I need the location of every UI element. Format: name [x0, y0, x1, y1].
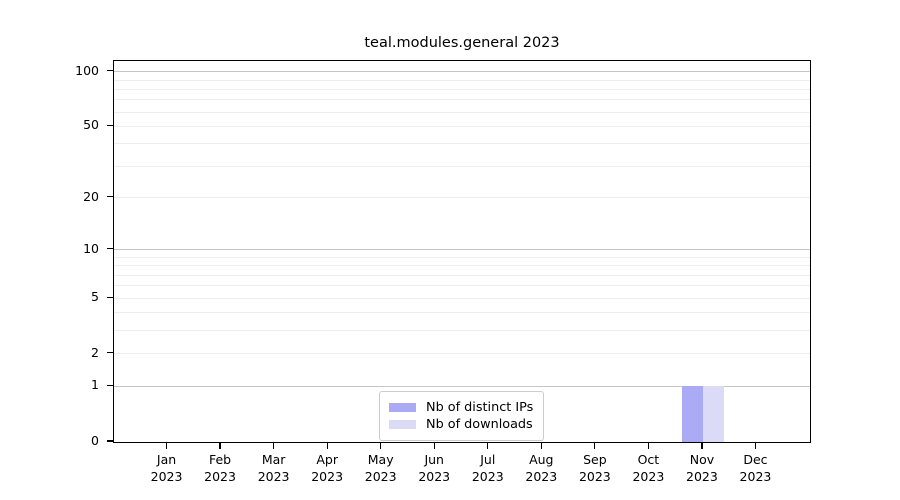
gridline-70	[114, 99, 810, 101]
x-tick-label-dec: Dec 2023	[739, 452, 772, 484]
gridline-7	[114, 274, 810, 276]
y-tick-0	[107, 440, 113, 442]
y-axis: 0 1 2 5 10 20 50 100	[0, 60, 113, 448]
x-tick-label-oct: Oct 2023	[632, 452, 665, 484]
x-tick-label-aug: Aug 2023	[525, 452, 558, 484]
gridline-8	[114, 265, 810, 267]
y-tick-10	[107, 247, 113, 250]
chart-title: teal.modules.general 2023	[364, 35, 560, 51]
gridline-50	[114, 125, 810, 127]
x-tick-label-nov: Nov 2023	[686, 452, 718, 484]
y-tick-label-20: 20	[83, 188, 99, 204]
gridline-10	[114, 249, 810, 251]
x-tick-may	[380, 443, 382, 449]
gridline-40	[114, 143, 810, 145]
y-tick-5	[107, 296, 113, 298]
x-tick-label-jul: Jul 2023	[471, 452, 504, 484]
y-tick-label-0: 0	[91, 433, 99, 448]
legend-item-distinct-ips: Nb of distinct IPs	[389, 400, 533, 415]
x-tick-apr	[326, 443, 328, 449]
y-tick-label-10: 10	[83, 240, 99, 256]
x-tick-oct	[647, 443, 650, 449]
legend-swatch-distinct-ips	[389, 403, 416, 412]
gridline-4	[114, 312, 810, 314]
y-tick-2	[107, 352, 113, 354]
y-tick-label-1: 1	[91, 377, 99, 393]
gridline-3	[114, 330, 810, 332]
y-tick-1	[107, 384, 113, 387]
y-tick-label-100: 100	[75, 62, 99, 78]
x-tick-jun	[433, 443, 435, 449]
bar-nb-of-downloads-nov	[702, 386, 725, 442]
gridline-5	[114, 297, 810, 299]
legend-label-downloads: Nb of downloads	[426, 417, 533, 432]
x-tick-aug	[540, 443, 542, 449]
legend-label-distinct-ips: Nb of distinct IPs	[426, 400, 534, 415]
x-tick-label-apr: Apr 2023	[311, 452, 344, 484]
x-tick-mar	[272, 443, 275, 449]
legend-item-downloads: Nb of downloads	[389, 417, 533, 432]
legend: Nb of distinct IPs Nb of downloads	[379, 391, 545, 441]
x-tick-label-may: May 2023	[364, 452, 397, 484]
x-tick-feb	[219, 443, 221, 449]
plot-area: Nb of distinct IPs Nb of downloads	[113, 60, 811, 443]
y-tick-50	[107, 124, 113, 127]
y-tick-20	[107, 196, 113, 198]
gridline-2	[114, 353, 810, 355]
x-tick-jul	[487, 443, 489, 449]
gridline-60	[114, 111, 810, 113]
gridline-6	[114, 285, 810, 287]
gridline-30	[114, 165, 810, 167]
x-tick-label-jan: Jan 2023	[150, 452, 183, 484]
x-tick-label-mar: Mar 2023	[257, 452, 290, 484]
gridline-80	[114, 88, 810, 90]
gridline-100	[114, 71, 810, 73]
gridline-9	[114, 256, 810, 258]
gridline-20	[114, 197, 810, 199]
x-tick-sep	[594, 443, 596, 449]
y-tick-label-50: 50	[83, 117, 99, 133]
x-tick-label-feb: Feb 2023	[204, 452, 236, 484]
x-tick-label-sep: Sep 2023	[578, 452, 611, 484]
x-tick-dec	[754, 443, 757, 449]
gridline-1	[114, 385, 810, 387]
x-tick-nov	[701, 443, 703, 449]
y-tick-label-2: 2	[91, 344, 99, 360]
legend-swatch-downloads	[389, 420, 416, 429]
x-tick-jan	[165, 443, 168, 449]
x-tick-label-jun: Jun 2023	[418, 452, 451, 484]
y-tick-label-5: 5	[91, 289, 99, 305]
x-axis: Jan 2023 Feb 2023 Mar 2023 Apr 2023 May 2023 Jun 20…	[113, 443, 811, 498]
gridline-90	[114, 79, 810, 81]
bar-nb-of-distinct-ips-nov	[681, 386, 703, 442]
y-tick-100	[107, 69, 113, 72]
